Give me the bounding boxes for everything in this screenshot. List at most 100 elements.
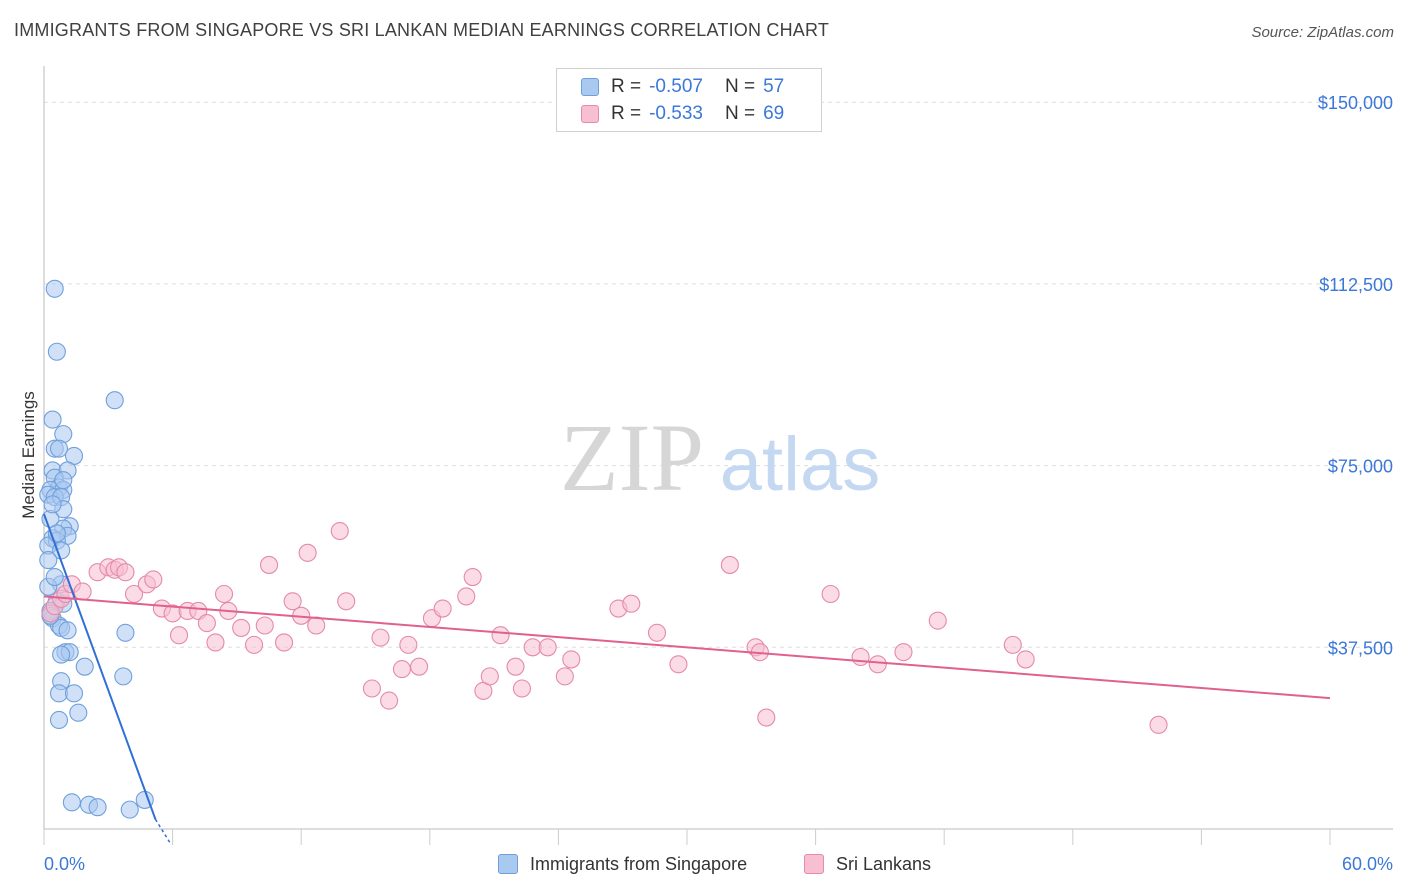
trendline-singapore — [43, 513, 157, 820]
data-point — [868, 655, 887, 674]
legend-swatch-singapore — [581, 78, 599, 96]
y-axis-title: Median Earnings — [19, 391, 38, 519]
data-point — [124, 584, 144, 604]
data-point — [523, 638, 542, 657]
data-point — [512, 679, 532, 698]
data-point — [1149, 715, 1168, 734]
data-point — [669, 655, 688, 674]
legend-n-value: 69 — [763, 103, 785, 124]
series-singapore — [39, 279, 154, 819]
data-point — [1016, 650, 1035, 669]
x-tick-label: 60.0% — [1342, 854, 1393, 874]
chart-title: IMMIGRANTS FROM SINGAPORE VS SRI LANKAN … — [14, 20, 830, 40]
data-point — [120, 800, 139, 819]
legend-r-label: R = — [611, 103, 642, 124]
gridlines — [44, 101, 1393, 648]
series-sri-lankans — [41, 521, 1168, 734]
data-point — [380, 691, 399, 710]
data-point — [169, 626, 189, 645]
data-point — [88, 798, 107, 817]
data-point — [232, 618, 251, 637]
trendline-sri-lankans — [43, 595, 1331, 700]
y-tick-label: $150,000 — [1318, 93, 1393, 113]
data-point — [214, 584, 234, 604]
data-point — [49, 439, 69, 458]
data-point — [622, 594, 641, 613]
legend-swatch-sri-lankans — [804, 854, 824, 874]
legend-swatch-sri-lankans — [581, 105, 599, 123]
data-point — [206, 633, 225, 652]
data-point — [491, 626, 510, 645]
data-point — [457, 587, 476, 606]
data-point — [307, 616, 326, 635]
data-point — [45, 568, 64, 587]
data-point — [362, 679, 381, 698]
legend-item-singapore[interactable]: Immigrants from Singapore — [498, 852, 747, 876]
data-point — [283, 592, 302, 611]
data-point — [105, 391, 124, 410]
data-point — [62, 793, 81, 812]
legend-r-value: -0.533 — [649, 103, 703, 124]
axes — [43, 66, 1393, 845]
stats-legend: R = -0.507 N = 57 R = -0.533 N = 69 — [556, 68, 822, 132]
legend-n-label: N = — [724, 103, 756, 124]
data-point — [75, 657, 94, 676]
data-point — [255, 616, 274, 635]
source-label: Source: ZipAtlas.com — [1251, 24, 1394, 41]
data-point — [45, 279, 64, 298]
legend-row-sri-lankans: R = -0.533 N = 69 — [581, 102, 788, 126]
legend-n-value: 57 — [763, 76, 785, 97]
data-point — [851, 647, 870, 667]
data-point — [43, 495, 62, 514]
tick-labels: $37,500 $75,000 $112,500 $150,000 0.0% 60.0% — [44, 93, 1393, 874]
data-point — [298, 543, 317, 562]
data-point — [52, 645, 71, 664]
trendline-extension — [154, 818, 172, 844]
data-point — [114, 667, 133, 686]
data-point — [244, 635, 264, 654]
data-point — [1003, 635, 1022, 654]
data-point — [54, 471, 73, 490]
trendlines — [43, 513, 1331, 844]
data-point — [330, 521, 349, 541]
data-point — [69, 703, 88, 722]
data-point — [58, 621, 77, 640]
data-point — [49, 710, 69, 730]
watermark-zip: ZIP — [560, 404, 704, 511]
data-point — [49, 684, 69, 703]
data-point — [116, 623, 135, 642]
data-point — [480, 667, 499, 686]
data-point — [197, 614, 216, 633]
data-points — [39, 279, 1168, 819]
legend-n-label: N = — [724, 76, 756, 97]
data-point — [433, 599, 452, 618]
y-tick-label: $75,000 — [1328, 457, 1393, 477]
data-point — [116, 563, 135, 582]
data-point — [43, 410, 62, 429]
legend-label-sri-lankans: Sri Lankans — [836, 853, 932, 874]
data-point — [399, 635, 418, 654]
data-point — [894, 643, 913, 662]
data-point — [821, 584, 840, 604]
data-point — [647, 623, 667, 642]
data-point — [757, 708, 776, 727]
x-tick-label: 0.0% — [44, 854, 85, 874]
legend-swatch-singapore — [498, 854, 518, 874]
data-point — [371, 628, 390, 647]
legend-row-singapore: R = -0.507 N = 57 — [581, 75, 788, 99]
watermark-atlas: atlas — [720, 422, 881, 507]
data-point — [259, 555, 279, 574]
data-point — [555, 667, 574, 686]
legend-item-sri-lankans[interactable]: Sri Lankans — [804, 852, 931, 876]
data-point — [39, 551, 58, 570]
data-point — [538, 638, 557, 657]
data-point — [47, 342, 66, 361]
data-point — [928, 611, 947, 630]
data-point — [463, 568, 482, 587]
data-point — [73, 582, 92, 601]
data-point — [720, 555, 739, 574]
data-point — [392, 660, 411, 679]
legend-label-singapore: Immigrants from Singapore — [530, 853, 748, 874]
legend-r-label: R = — [611, 76, 642, 97]
